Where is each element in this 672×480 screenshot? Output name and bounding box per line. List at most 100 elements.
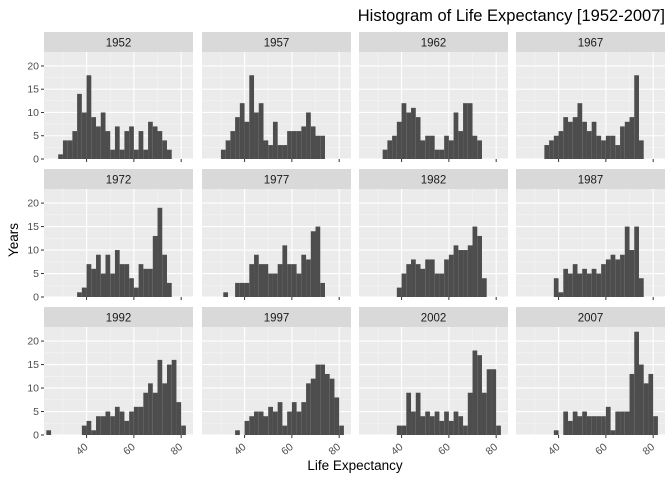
histogram-bar xyxy=(582,268,587,297)
facet-strip-label: 1962 xyxy=(421,38,447,50)
histogram-bar xyxy=(415,117,421,159)
histogram-bar xyxy=(100,273,106,297)
histogram-bar xyxy=(296,411,302,435)
histogram-bar xyxy=(171,359,177,435)
facet-panel-1957: 1957 xyxy=(202,32,351,160)
histogram-bar xyxy=(148,383,153,435)
x-tick-label: 80 xyxy=(483,441,500,458)
histogram-bar xyxy=(453,112,459,159)
histogram-bar xyxy=(263,140,269,159)
histogram-bar xyxy=(152,126,158,159)
y-tick-label: 10 xyxy=(27,245,39,257)
facet-panel-2007: 2007 xyxy=(516,307,665,436)
histogram-bar xyxy=(411,107,416,159)
facet-strip xyxy=(202,169,351,189)
histogram-bar xyxy=(277,402,283,435)
histogram-bar xyxy=(315,364,321,435)
histogram-bar xyxy=(486,369,492,435)
facet-strip-label: 1967 xyxy=(578,38,604,50)
histogram-bar xyxy=(472,226,478,297)
histogram-bar xyxy=(444,259,449,297)
histogram-bar xyxy=(268,273,273,297)
y-tick-label: 20 xyxy=(27,60,39,72)
histogram-bar xyxy=(91,117,97,159)
histogram-bar xyxy=(458,250,464,297)
y-tick-label: 10 xyxy=(27,107,39,119)
histogram-bar xyxy=(596,135,602,159)
histogram-bar xyxy=(453,411,459,435)
histogram-bar xyxy=(615,259,621,297)
histogram-bar xyxy=(572,411,578,435)
histogram-bar xyxy=(448,420,454,435)
histogram-bar xyxy=(244,420,250,435)
histogram-bar xyxy=(287,131,292,159)
histogram-bar xyxy=(444,135,449,159)
histogram-bar xyxy=(620,411,625,435)
histogram-bar xyxy=(472,135,478,159)
histogram-bar xyxy=(258,264,264,297)
facet-strip-label: 1987 xyxy=(578,175,604,187)
histogram-bar xyxy=(310,126,316,159)
histogram-bar xyxy=(387,140,393,159)
histogram-bar xyxy=(634,226,639,297)
histogram-bar xyxy=(129,278,134,297)
y-tick-label: 15 xyxy=(27,359,39,371)
histogram-bar xyxy=(568,121,573,159)
histogram-bar xyxy=(629,117,635,159)
facet-strip-label: 1997 xyxy=(264,313,290,325)
histogram-bar xyxy=(568,273,573,297)
histogram-bar xyxy=(296,131,302,159)
histogram-bar xyxy=(420,416,426,435)
histogram-bar xyxy=(448,254,454,297)
facet-strip xyxy=(202,307,351,327)
histogram-bar xyxy=(310,231,316,297)
facet-panel-1967: 1967 xyxy=(516,32,665,160)
histogram-bar xyxy=(638,364,644,435)
histogram-bar xyxy=(143,149,149,159)
histogram-bar xyxy=(268,406,273,435)
histogram-bar xyxy=(429,135,435,159)
x-axis-title: Life Expectancy xyxy=(307,458,403,473)
histogram-bar xyxy=(114,250,120,297)
histogram-bar xyxy=(586,273,592,297)
histogram-bar xyxy=(119,149,125,159)
histogram-bar xyxy=(439,149,445,159)
histogram-bar xyxy=(439,420,445,435)
histogram-bar xyxy=(310,378,316,435)
histogram-bar xyxy=(634,331,639,435)
histogram-bar xyxy=(249,416,255,435)
histogram-bar xyxy=(162,140,167,159)
histogram-bar xyxy=(477,235,482,297)
histogram-bar xyxy=(81,287,87,297)
facet-strip xyxy=(202,32,351,52)
y-axis-title: Years xyxy=(6,223,21,257)
histogram-bar xyxy=(235,430,240,435)
histogram-bar xyxy=(81,425,87,435)
histogram-bar xyxy=(601,416,606,435)
histogram-bar xyxy=(176,402,182,435)
histogram-bar xyxy=(77,292,82,297)
histogram-bar xyxy=(244,282,250,297)
histogram-bar xyxy=(282,245,288,297)
histogram-bar xyxy=(306,259,311,297)
histogram-bar xyxy=(306,383,311,435)
histogram-bar xyxy=(138,406,144,435)
histogram-bar xyxy=(624,411,630,435)
histogram-bar xyxy=(166,282,172,297)
y-tick-label: 10 xyxy=(27,383,39,395)
facet-strip-label: 1977 xyxy=(264,175,290,187)
histogram-bar xyxy=(100,416,106,435)
histogram-bar xyxy=(263,416,269,435)
histogram-bar xyxy=(629,250,635,297)
histogram-bar xyxy=(601,264,606,297)
histogram-bar xyxy=(320,135,325,159)
histogram-bar xyxy=(434,411,440,435)
histogram-bar xyxy=(133,406,139,435)
histogram-bar xyxy=(96,416,101,435)
histogram-bar xyxy=(648,373,654,435)
histogram-bar xyxy=(133,287,139,297)
histogram-bar xyxy=(81,112,87,159)
histogram-bar xyxy=(157,131,163,159)
histogram-bar xyxy=(148,121,153,159)
histogram-bar xyxy=(429,259,435,297)
